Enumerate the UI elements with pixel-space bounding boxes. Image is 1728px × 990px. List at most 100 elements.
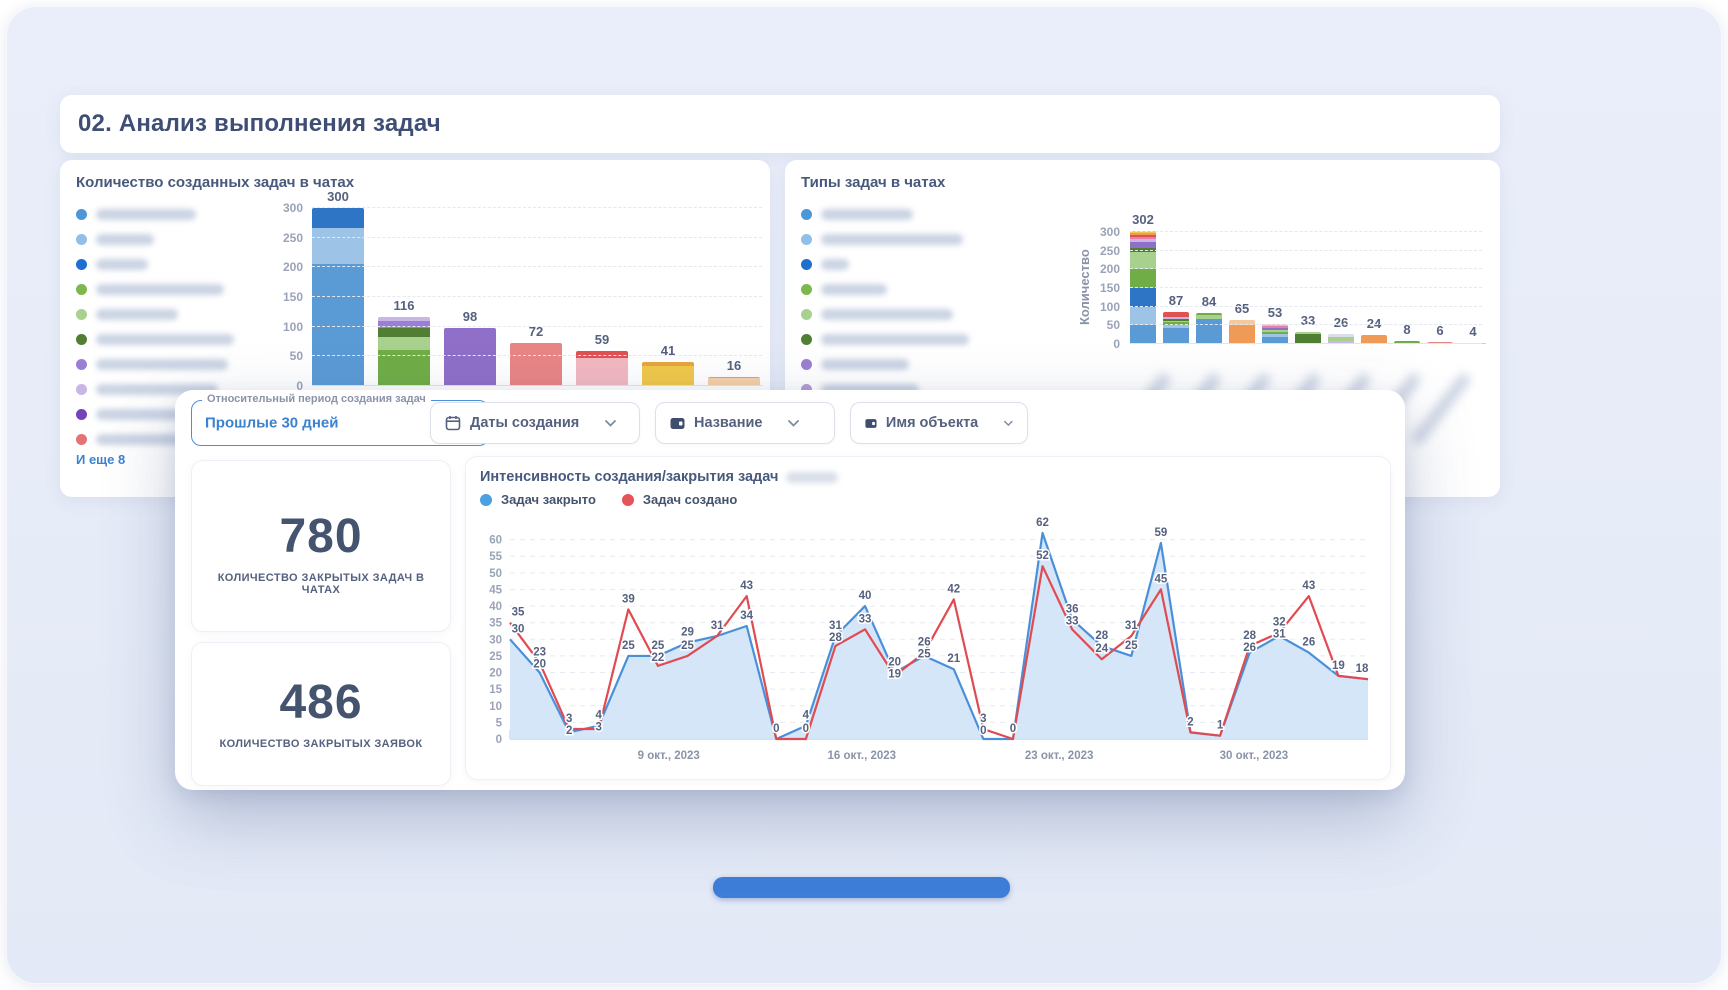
bar-value-label: 4 <box>1469 323 1477 339</box>
bar-segment <box>1328 340 1354 344</box>
legend-item-closed[interactable]: Задач закрыто <box>480 492 596 507</box>
legend-item[interactable] <box>76 227 234 252</box>
data-label: 26 <box>1243 642 1256 654</box>
legend-item[interactable] <box>801 227 969 252</box>
legend-item[interactable] <box>76 327 234 352</box>
horizontal-scrollbar-thumb[interactable] <box>713 877 1010 898</box>
data-label: 62 <box>1036 517 1049 529</box>
legend-item[interactable] <box>76 427 234 452</box>
bar-segment <box>1295 334 1321 344</box>
stacked-bar[interactable]: 24 <box>1361 316 1387 344</box>
legend-item[interactable] <box>801 252 969 277</box>
y-tick-label: 40 <box>489 601 502 613</box>
legend-color-dot <box>76 409 87 420</box>
legend-item[interactable] <box>76 352 234 377</box>
filter-dropdown-1[interactable]: Даты создания <box>430 402 640 444</box>
legend-item[interactable] <box>801 277 969 302</box>
data-label: 33 <box>1066 615 1079 627</box>
left-chart-bars: 300 116 98 72 59 41 16 <box>312 189 760 386</box>
bar-segment <box>1130 232 1156 236</box>
legend-item[interactable] <box>76 402 234 427</box>
stacked-bar[interactable]: 16 <box>708 358 760 386</box>
y-tick-label: 50 <box>289 349 303 364</box>
bar-segment <box>642 366 694 386</box>
bar-segment <box>1229 319 1255 326</box>
stacked-bar[interactable]: 87 <box>1163 293 1189 344</box>
data-label: 20 <box>888 657 901 669</box>
stacked-bar[interactable]: 8 <box>1394 322 1420 344</box>
line-chart-legend: Задач закрыто Задач создано <box>466 485 1390 507</box>
data-label: 31 <box>829 620 842 632</box>
stacked-bar[interactable]: 26 <box>1328 315 1354 344</box>
y-tick-label: 5 <box>496 717 503 729</box>
stacked-bar[interactable]: 84 <box>1196 294 1222 344</box>
calendar-icon <box>445 416 461 431</box>
y-tick-label: 10 <box>489 701 502 713</box>
stacked-bar[interactable]: 59 <box>576 332 628 386</box>
stacked-bar[interactable]: 6 <box>1427 323 1453 344</box>
data-label: 0 <box>1010 723 1016 735</box>
kpi-label: КОЛИЧЕСТВО ЗАКРЫТЫХ ЗАЯВОК <box>219 738 423 750</box>
y-tick-label: 15 <box>489 684 502 696</box>
right-chart-plot: 302 87 84 65 53 33 26 24 8 6 4 <box>1130 212 1486 344</box>
right-chart-y-ticks: 0 50 100 150 200 250 300 <box>1088 214 1120 351</box>
legend-item[interactable] <box>76 202 234 227</box>
legend-item[interactable] <box>801 327 969 352</box>
stacked-bar[interactable]: 116 <box>378 298 430 386</box>
data-label: 0 <box>773 723 779 735</box>
legend-item[interactable] <box>801 202 969 227</box>
relative-period-filter[interactable]: Относительный период создания задач Прош… <box>191 393 489 446</box>
data-label: 34 <box>740 610 753 622</box>
y-tick-label: 250 <box>1099 243 1120 258</box>
legend-label-redacted <box>96 409 188 420</box>
dropdown-label: Даты создания <box>470 415 580 431</box>
bar-segment <box>1130 235 1156 238</box>
data-label: 28 <box>829 632 842 644</box>
legend-item[interactable] <box>801 352 969 377</box>
stacked-bar[interactable]: 72 <box>510 324 562 386</box>
y-tick-label: 200 <box>1099 262 1120 277</box>
gridline <box>312 236 762 238</box>
y-tick-label: 50 <box>1106 318 1120 333</box>
gridline <box>1130 249 1482 251</box>
legend-item[interactable] <box>76 377 234 402</box>
legend-label: Задач создано <box>642 492 738 507</box>
legend-color-dot <box>76 384 87 395</box>
stacked-bar[interactable]: 53 <box>1262 305 1288 344</box>
data-label: 43 <box>1302 580 1315 592</box>
stacked-bar[interactable]: 300 <box>312 189 364 386</box>
stacked-bar[interactable]: 33 <box>1295 313 1321 344</box>
legend-label-redacted <box>96 384 218 395</box>
legend-label-redacted <box>96 259 148 270</box>
legend-item-created[interactable]: Задач создано <box>621 492 738 507</box>
bar-value-label: 300 <box>327 189 349 205</box>
legend-label-redacted <box>821 234 963 245</box>
data-label: 39 <box>622 593 635 605</box>
bar-segment <box>1130 306 1156 325</box>
legend-color-dot <box>801 209 812 220</box>
legend-item[interactable] <box>801 377 969 402</box>
filter-dropdown-2[interactable]: Название <box>655 402 835 444</box>
legend-item[interactable] <box>76 252 234 277</box>
kpi-value: 780 <box>279 510 363 563</box>
data-label: 18 <box>1356 663 1369 675</box>
right-chart-legend <box>801 202 969 402</box>
created-tasks-line <box>509 565 1369 741</box>
stacked-bar[interactable]: 98 <box>444 309 496 386</box>
bar-segment <box>1262 337 1288 344</box>
bar-segment <box>1262 332 1288 335</box>
legend-more-link[interactable]: И еще 8 <box>76 452 126 467</box>
bar-value-label: 116 <box>393 298 415 314</box>
legend-item[interactable] <box>76 277 234 302</box>
filter-dropdown-3[interactable]: Имя объекта <box>850 402 1028 444</box>
stacked-bar[interactable]: 41 <box>642 343 694 386</box>
legend-label-redacted <box>96 209 196 220</box>
legend-item[interactable] <box>76 302 234 327</box>
data-label: 31 <box>1273 629 1286 641</box>
gridline <box>312 296 762 297</box>
bar-segment <box>1130 242 1156 248</box>
bar-segment <box>1130 239 1156 243</box>
title-card: 02. Анализ выполнения задач <box>60 95 1500 153</box>
legend-item[interactable] <box>801 302 969 327</box>
bar-segment <box>1328 334 1354 338</box>
